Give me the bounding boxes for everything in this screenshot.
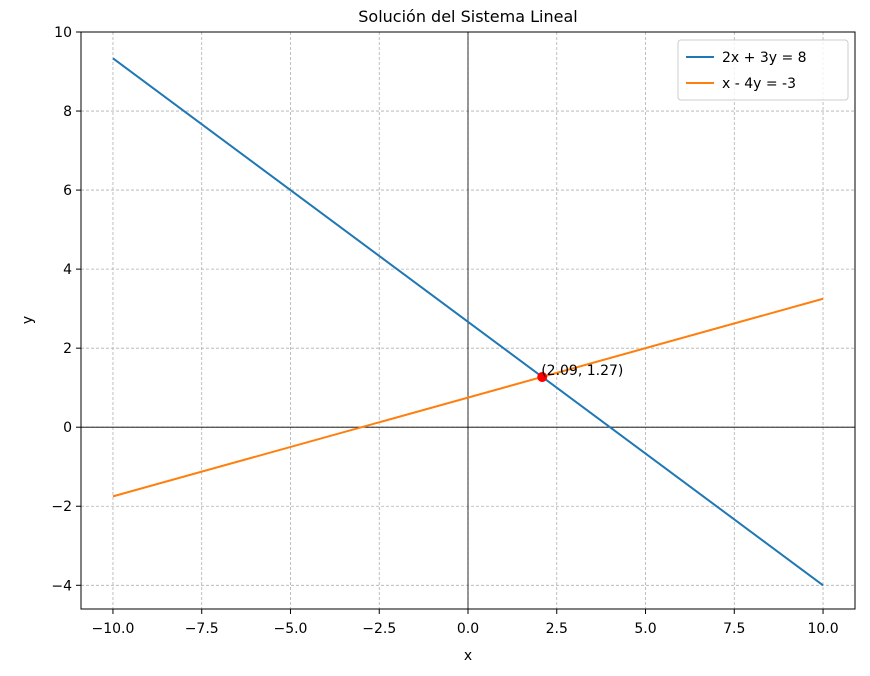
- y-tick-label-1: −2: [51, 499, 72, 515]
- x-axis-title: x: [464, 648, 472, 664]
- x-tick-label-4: 0.0: [457, 621, 479, 637]
- x-tick-label-5: 2.5: [546, 621, 568, 637]
- x-tick-label-2: −5.0: [273, 621, 307, 637]
- y-tick-label-4: 4: [63, 262, 72, 278]
- legend-label-0: 2x + 3y = 8: [722, 50, 807, 66]
- series-lines: [112, 57, 824, 587]
- solution-point-label: (2.09, 1.27): [541, 363, 623, 379]
- legend-label-1: x - 4y = -3: [722, 76, 796, 92]
- solution-point-group: (2.09, 1.27): [537, 363, 623, 383]
- y-tick-label-5: 6: [63, 183, 72, 199]
- x-ticks: −10.0 −7.5 −5.0 −2.5 0.0 2.5 5.0 7.5 10.0: [92, 609, 839, 637]
- x-tick-label-3: −2.5: [362, 621, 396, 637]
- x-tick-label-8: 10.0: [807, 621, 838, 637]
- series-line-1: [112, 297, 824, 498]
- y-ticks: −4 −2 0 2 4 6 8 10: [51, 25, 81, 594]
- legend: 2x + 3y = 8 x - 4y = -3: [677, 39, 849, 101]
- y-tick-label-0: −4: [51, 578, 72, 594]
- y-tick-label-2: 0: [63, 420, 72, 436]
- y-axis-title: y: [20, 316, 36, 324]
- series-line-0: [112, 57, 824, 587]
- legend-box: [677, 39, 849, 101]
- solution-point: [537, 372, 548, 383]
- y-tick-label-6: 8: [63, 104, 72, 120]
- y-tick-label-3: 2: [63, 341, 72, 357]
- chart-title: Solución del Sistema Lineal: [358, 7, 577, 26]
- zero-lines: [81, 32, 855, 609]
- x-tick-label-1: −7.5: [185, 621, 219, 637]
- x-tick-label-6: 5.0: [634, 621, 656, 637]
- x-tick-label-0: −10.0: [92, 621, 135, 637]
- y-tick-label-7: 10: [54, 25, 72, 41]
- x-tick-label-7: 7.5: [723, 621, 745, 637]
